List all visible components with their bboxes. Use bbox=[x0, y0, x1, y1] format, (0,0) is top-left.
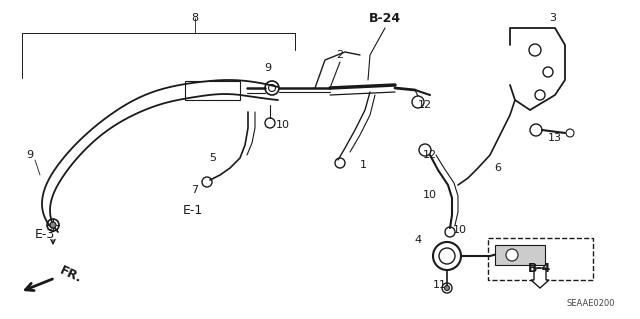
Circle shape bbox=[506, 249, 518, 261]
Text: 1: 1 bbox=[360, 160, 367, 170]
Circle shape bbox=[50, 222, 56, 228]
Text: 9: 9 bbox=[26, 150, 33, 160]
Text: 5: 5 bbox=[209, 153, 216, 163]
Text: 6: 6 bbox=[495, 163, 502, 173]
Bar bbox=[495, 245, 545, 265]
Text: 12: 12 bbox=[423, 150, 437, 160]
Text: E-3: E-3 bbox=[35, 228, 55, 241]
Text: 10: 10 bbox=[423, 190, 437, 200]
Text: 8: 8 bbox=[191, 13, 198, 23]
Bar bbox=[488, 238, 593, 280]
Text: 13: 13 bbox=[548, 133, 562, 143]
Text: 10: 10 bbox=[276, 120, 290, 130]
Text: E-1: E-1 bbox=[183, 204, 203, 217]
Text: 9: 9 bbox=[264, 63, 271, 73]
Circle shape bbox=[445, 286, 449, 291]
Text: FR.: FR. bbox=[58, 264, 84, 286]
Bar bbox=[185, 81, 240, 100]
Text: 3: 3 bbox=[550, 13, 557, 23]
Text: 7: 7 bbox=[191, 185, 198, 195]
Text: 11: 11 bbox=[433, 280, 447, 290]
Text: SEAAE0200: SEAAE0200 bbox=[566, 299, 615, 308]
Text: B-4: B-4 bbox=[528, 262, 552, 275]
Text: 2: 2 bbox=[337, 50, 344, 60]
Text: B-24: B-24 bbox=[369, 11, 401, 25]
FancyArrow shape bbox=[531, 268, 549, 288]
Text: 10: 10 bbox=[453, 225, 467, 235]
Text: 4: 4 bbox=[415, 235, 422, 245]
Text: 12: 12 bbox=[418, 100, 432, 110]
